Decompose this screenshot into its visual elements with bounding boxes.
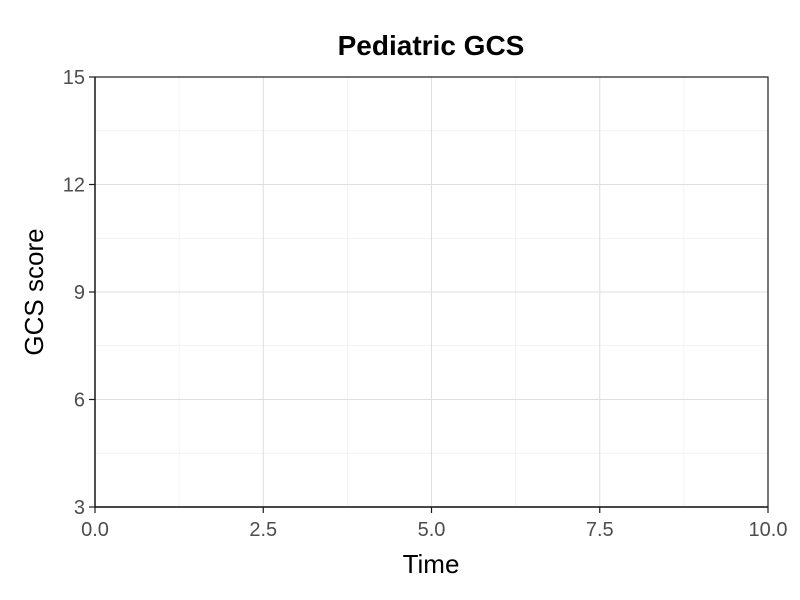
axes: 0.0 2.5 5.0 7.5 10.0 3 6 9 12 15 <box>63 67 788 541</box>
y-axis-title: GCS score <box>19 228 49 355</box>
x-tick-label: 0.0 <box>81 519 109 541</box>
y-tick-label: 3 <box>74 497 85 519</box>
x-axis-title: Time <box>403 549 460 579</box>
y-tick-label: 15 <box>63 67 85 89</box>
chart-title: Pediatric GCS <box>338 30 525 61</box>
y-tick-label: 9 <box>74 282 85 304</box>
x-tick-label: 2.5 <box>249 519 277 541</box>
x-tick-label: 7.5 <box>586 519 614 541</box>
x-tick-label: 10.0 <box>749 519 788 541</box>
y-tick-label: 6 <box>74 390 85 412</box>
x-tick-label: 5.0 <box>418 519 446 541</box>
y-tick-label: 12 <box>63 175 85 197</box>
